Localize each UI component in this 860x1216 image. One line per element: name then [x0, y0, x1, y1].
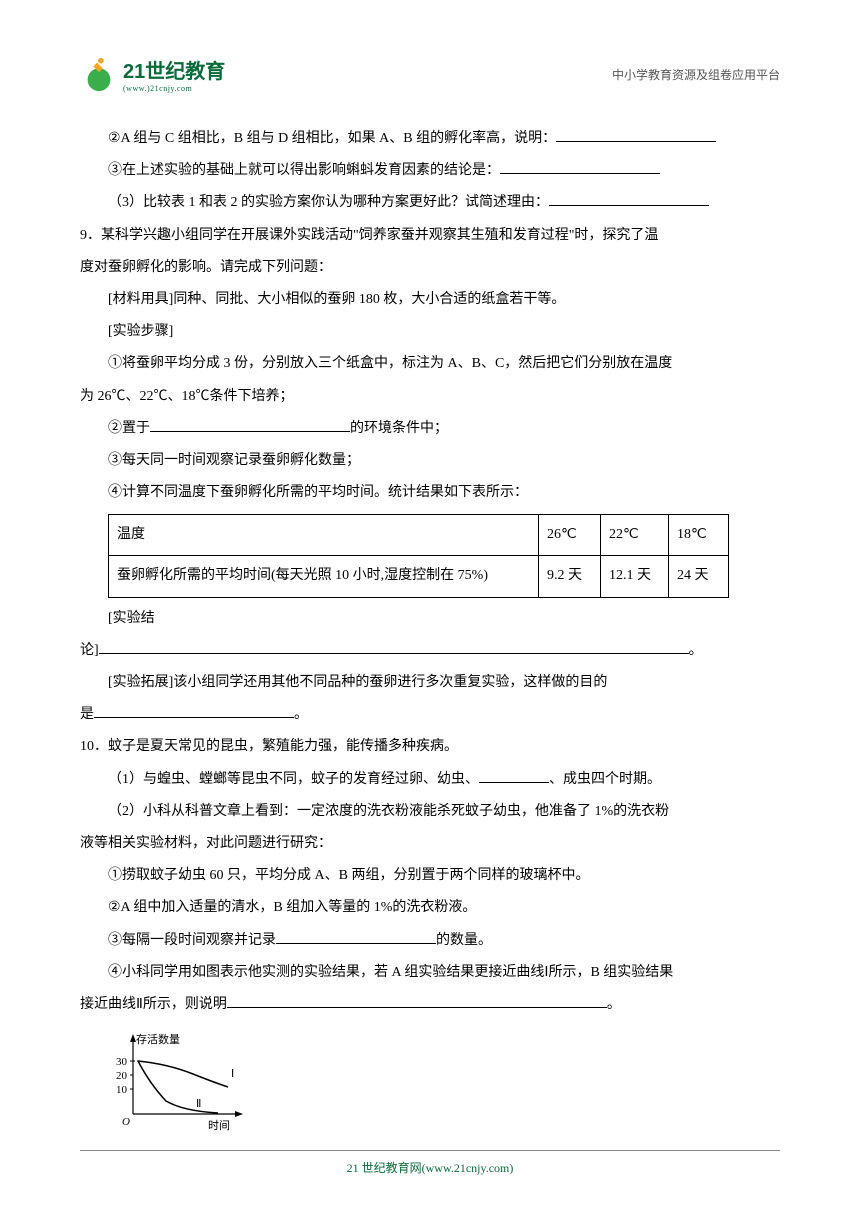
- blank-conc: [99, 637, 689, 654]
- text-conc2: 论]: [80, 643, 99, 658]
- table-cell: 22℃: [601, 515, 669, 556]
- text-q10-s3b: 的数量。: [436, 933, 492, 948]
- table-cell: 12.1 天: [601, 556, 669, 597]
- table-row: 蚕卵孵化所需的平均时间(每天光照 10 小时,湿度控制在 75%) 9.2 天 …: [109, 556, 729, 597]
- chart-svg: 存活数量 30 20 10 Ⅰ Ⅱ O 时间: [108, 1029, 258, 1134]
- x-arrow-icon: [235, 1111, 243, 1117]
- survival-chart: 存活数量 30 20 10 Ⅰ Ⅱ O 时间: [108, 1029, 780, 1147]
- text-s2a: ②置于: [108, 421, 150, 436]
- steps-label: [实验步骤]: [80, 316, 780, 348]
- table-cell: 26℃: [539, 515, 601, 556]
- text-l1: ②A 组与 C 组相比，B 组与 D 组相比，如果 A、B 组的孵化率高，说明：: [108, 131, 556, 146]
- step4: ④计算不同温度下蚕卵孵化所需的平均时间。统计结果如下表所示：: [80, 477, 780, 509]
- y-label: 存活数量: [136, 1032, 180, 1046]
- blank-l1: [556, 125, 716, 142]
- text-q10-1b: 、成虫四个时期。: [549, 772, 661, 787]
- conclusion-label: [实验结: [80, 603, 780, 635]
- ytick-30: 30: [116, 1056, 128, 1068]
- q10-s1: ①捞取蚊子幼虫 60 只，平均分成 A、B 两组，分别置于两个同样的玻璃杯中。: [80, 860, 780, 892]
- text-ext2: 是: [80, 707, 94, 722]
- text-s2b: 的环境条件中；: [350, 421, 448, 436]
- blank-l3: [549, 190, 709, 207]
- step2: ②置于 的环境条件中；: [80, 413, 780, 445]
- period-ext: 。: [294, 707, 308, 722]
- curve1-label: Ⅰ: [231, 1068, 234, 1080]
- table-cell: 温度: [109, 515, 539, 556]
- ext1: [实验拓展]该小组同学还用其他不同品种的蚕卵进行多次重复实验，这样做的目的: [80, 667, 780, 699]
- ytick-10: 10: [116, 1084, 128, 1096]
- blank-ext: [94, 701, 294, 718]
- x-label: 时间: [208, 1119, 230, 1132]
- logo: 21世纪教育 (www.)21cnjy.com: [80, 55, 225, 93]
- text-l2: ③在上述实验的基础上就可以得出影响蝌蚪发育因素的结论是：: [108, 163, 500, 178]
- line-l1: ②A 组与 C 组相比，B 组与 D 组相比，如果 A、B 组的孵化率高，说明：: [80, 123, 780, 155]
- blank-q10-1: [479, 766, 549, 783]
- main-content: ②A 组与 C 组相比，B 组与 D 组相比，如果 A、B 组的孵化率高，说明：…: [80, 123, 780, 1147]
- text-q10-s4b: 接近曲线Ⅱ所示，则说明: [80, 997, 227, 1012]
- q10-2b: 液等相关实验材料，对此问题进行研究：: [80, 828, 780, 860]
- page-header: 21世纪教育 (www.)21cnjy.com 中小学教育资源及组卷应用平台: [80, 55, 780, 93]
- q9-text-b: 度对蚕卵孵化的影响。请完成下列问题：: [80, 252, 780, 284]
- header-right-text: 中小学教育资源及组卷应用平台: [612, 66, 780, 83]
- blank-l2: [500, 157, 660, 174]
- data-table: 温度 26℃ 22℃ 18℃ 蚕卵孵化所需的平均时间(每天光照 10 小时,湿度…: [108, 514, 729, 597]
- origin-label: O: [122, 1116, 130, 1128]
- blank-s2: [150, 415, 350, 432]
- q9-text-a: 9．某科学兴趣小组同学在开展课外实践活动"饲养家蚕并观察其生殖和发育过程"时，探…: [80, 220, 780, 252]
- materials: [材料用具]同种、同批、大小相似的蚕卵 180 枚，大小合适的纸盒若干等。: [80, 284, 780, 316]
- curve2-label: Ⅱ: [196, 1098, 201, 1110]
- q10-2a: （2）小科从科普文章上看到：一定浓度的洗衣粉液能杀死蚊子幼虫，他准备了 1%的洗…: [80, 796, 780, 828]
- step3: ③每天同一时间观察记录蚕卵孵化数量；: [80, 445, 780, 477]
- q10-s3: ③每隔一段时间观察并记录 的数量。: [80, 925, 780, 957]
- text-q10-1a: （1）与蝗虫、螳螂等昆虫不同，蚊子的发育经过卵、幼虫、: [108, 772, 479, 787]
- q10: 10．蚊子是夏天常见的昆虫，繁殖能力强，能传播多种疾病。: [80, 731, 780, 763]
- line-l3: （3）比较表 1 和表 2 的实验方案你认为哪种方案更好此？试简述理由：: [80, 187, 780, 219]
- table-cell: 24 天: [669, 556, 729, 597]
- table-row: 温度 26℃ 22℃ 18℃: [109, 515, 729, 556]
- table-cell: 蚕卵孵化所需的平均时间(每天光照 10 小时,湿度控制在 75%): [109, 556, 539, 597]
- q10-1: （1）与蝗虫、螳螂等昆虫不同，蚊子的发育经过卵、幼虫、 、成虫四个时期。: [80, 764, 780, 796]
- period-q10s4: 。: [607, 997, 621, 1012]
- ext2: 是。: [80, 699, 780, 731]
- step1b: 为 26℃、22℃、18℃条件下培养；: [80, 381, 780, 413]
- logo-main-text: 21世纪教育: [123, 55, 225, 84]
- conclusion-line: 论] 。: [80, 635, 780, 667]
- blank-q10-s4: [227, 991, 607, 1008]
- q10-s4b: 接近曲线Ⅱ所示，则说明 。: [80, 989, 780, 1021]
- text-q10-s3a: ③每隔一段时间观察并记录: [108, 933, 276, 948]
- line-l2: ③在上述实验的基础上就可以得出影响蝌蚪发育因素的结论是：: [80, 155, 780, 187]
- q10-s2: ②A 组中加入适量的清水，B 组加入等量的 1%的洗衣粉液。: [80, 892, 780, 924]
- logo-text: 21世纪教育 (www.)21cnjy.com: [123, 55, 225, 93]
- table-cell: 18℃: [669, 515, 729, 556]
- period-conc: 。: [689, 643, 703, 658]
- ytick-20: 20: [116, 1070, 128, 1082]
- table-cell: 9.2 天: [539, 556, 601, 597]
- logo-icon: [80, 55, 118, 93]
- text-l3: （3）比较表 1 和表 2 的实验方案你认为哪种方案更好此？试简述理由：: [108, 195, 549, 210]
- step1a: ①将蚕卵平均分成 3 份，分别放入三个纸盒中，标注为 A、B、C，然后把它们分别…: [80, 348, 780, 380]
- blank-q10-s3: [276, 927, 436, 944]
- page-footer: 21 世纪教育网(www.21cnjy.com): [80, 1150, 780, 1176]
- logo-sub-text: (www.)21cnjy.com: [123, 84, 225, 93]
- q10-s4a: ④小科同学用如图表示他实测的实验结果，若 A 组实验结果更接近曲线Ⅰ所示，B 组…: [80, 957, 780, 989]
